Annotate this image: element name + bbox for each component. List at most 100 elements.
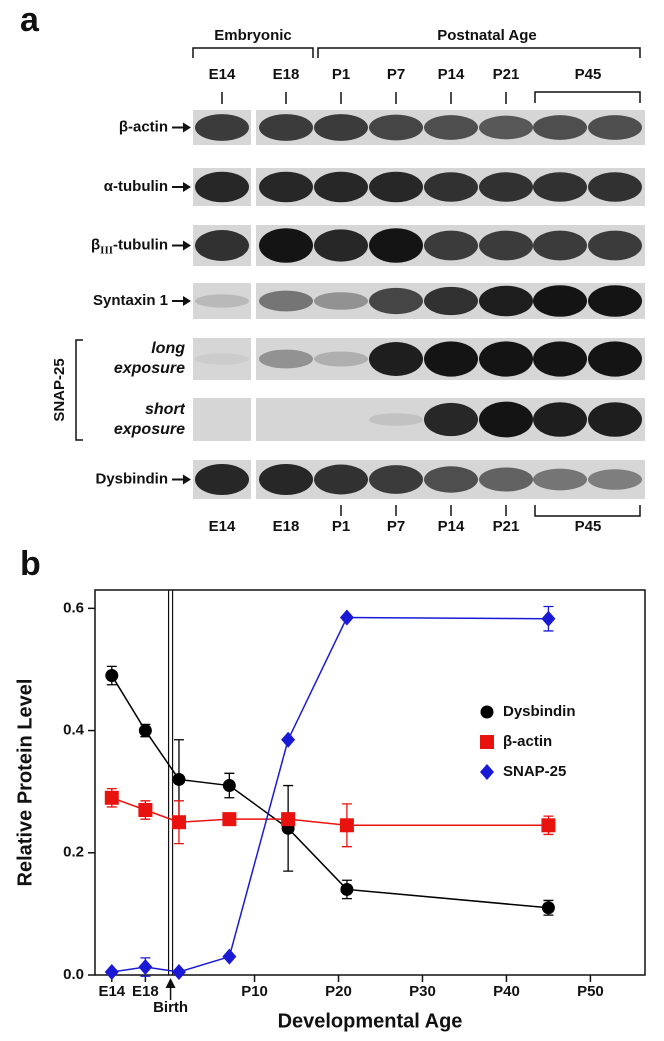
marker (541, 818, 556, 833)
marker (281, 812, 296, 827)
row-label-text: β (91, 236, 100, 253)
bracket (75, 339, 83, 441)
band (533, 172, 587, 202)
marker (104, 963, 119, 980)
band (369, 171, 423, 203)
marker (339, 609, 354, 626)
row-label: β-actin (119, 118, 168, 135)
plot-frame (94, 589, 646, 976)
arrow-head (183, 296, 191, 306)
band (259, 114, 313, 141)
band (424, 230, 478, 261)
legend-label: β-actin (503, 733, 552, 750)
band (314, 292, 368, 310)
marker (222, 779, 236, 793)
blot-background (193, 338, 251, 380)
band (424, 341, 478, 377)
band (588, 402, 642, 437)
series-line (111, 616, 549, 973)
marker (480, 735, 494, 749)
band (424, 172, 478, 202)
band (259, 463, 313, 496)
annotation: Birth (153, 999, 188, 1016)
band (424, 286, 478, 316)
lane-label: P14 (438, 518, 465, 535)
bracket (192, 47, 641, 517)
y-axis-title: Relative Protein Level (14, 679, 36, 887)
marker (222, 812, 237, 827)
band (369, 114, 423, 141)
band (479, 401, 533, 438)
band (195, 114, 249, 141)
lane-label: P7 (387, 518, 405, 535)
lane-label: E18 (273, 66, 300, 83)
lane-label: P21 (493, 66, 520, 83)
band (479, 341, 533, 377)
x-axis-title: Developmental Age (278, 1010, 463, 1032)
y-tick-label: 0.4 (63, 722, 85, 739)
lane-label: E18 (273, 518, 300, 535)
band (259, 171, 313, 203)
group-label: SNAP-25 (51, 358, 68, 421)
group-header: Embryonic (214, 27, 292, 44)
x-tick-label: E18 (132, 983, 159, 1000)
row-label-text: α-tubulin (104, 178, 168, 195)
lane-label: P14 (438, 66, 465, 83)
blot-background (193, 283, 251, 319)
lane-label: P1 (332, 518, 350, 535)
lane-label: P7 (387, 66, 405, 83)
y-tick-label: 0.2 (63, 844, 84, 861)
marker (541, 610, 556, 627)
row-label-text: Syntaxin 1 (93, 292, 168, 309)
birth-arrow-head (165, 978, 176, 988)
y-tick-label: 0.6 (63, 599, 84, 616)
marker (281, 731, 296, 748)
row-label-sub: III (100, 244, 113, 256)
marker (171, 815, 186, 830)
band (195, 171, 249, 203)
band (369, 342, 423, 376)
lane-label: P45 (575, 518, 602, 535)
lane-label: P21 (493, 518, 520, 535)
arrow-head (183, 182, 191, 192)
x-tick-label: P10 (241, 983, 268, 1000)
band (588, 469, 642, 490)
band (533, 402, 587, 437)
marker (171, 963, 186, 980)
arrow-head (183, 474, 191, 485)
x-tick-label: E14 (98, 983, 125, 1000)
marker (104, 790, 119, 805)
marker (138, 724, 152, 738)
band (259, 349, 313, 369)
lane-label: P1 (332, 66, 350, 83)
band (424, 115, 478, 140)
marker (138, 803, 153, 817)
x-tick-label: P30 (409, 983, 436, 1000)
band (533, 115, 587, 140)
band (588, 115, 642, 140)
row-label-text: Dysbindin (95, 470, 168, 487)
lane-label: E14 (209, 518, 236, 535)
marker (340, 882, 354, 896)
band (588, 172, 642, 202)
band (533, 468, 587, 491)
arrow-head (183, 122, 191, 133)
band (588, 230, 642, 261)
panel-label: a (20, 1, 40, 39)
group-header: Postnatal Age (437, 27, 536, 44)
legend-label: SNAP-25 (503, 763, 566, 780)
x-tick-label: P40 (493, 983, 520, 1000)
row-label: long exposure (114, 340, 185, 377)
band (314, 464, 368, 495)
panel-label: b (20, 545, 41, 583)
band (533, 341, 587, 377)
band (195, 353, 249, 365)
marker (105, 669, 119, 683)
row-label: Dysbindin (95, 470, 168, 487)
band (369, 413, 423, 426)
band (195, 294, 249, 308)
band (479, 172, 533, 202)
band (479, 230, 533, 261)
band (588, 341, 642, 377)
